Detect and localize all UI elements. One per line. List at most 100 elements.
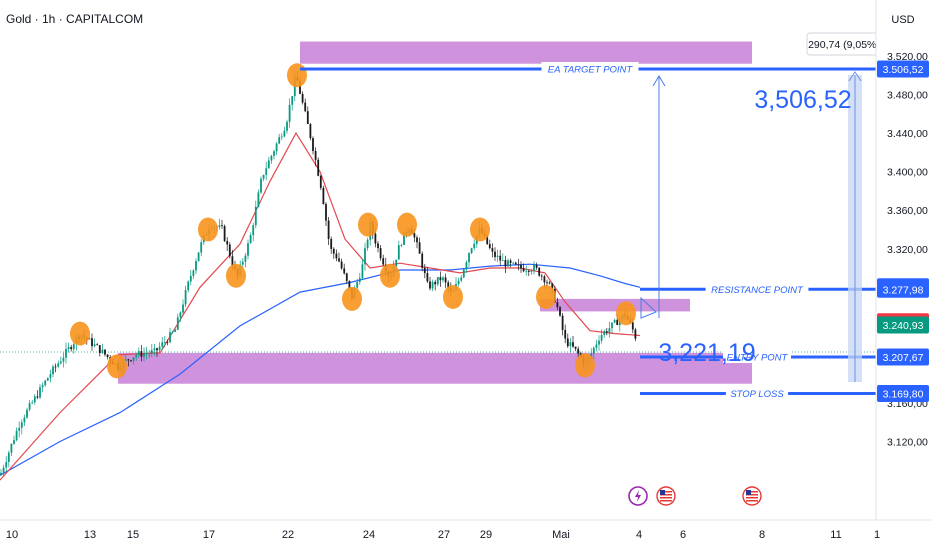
y-tick-label: 3.320,00: [887, 244, 928, 256]
candle-body: [163, 341, 166, 343]
candle-body: [631, 322, 634, 330]
candle-body: [130, 360, 132, 362]
candle-body: [70, 347, 73, 350]
candle-body: [275, 143, 278, 152]
candle-body: [15, 430, 18, 441]
candle-body: [200, 242, 203, 253]
candle-body: [31, 402, 34, 404]
candle-body: [569, 342, 572, 347]
swing-marker: [470, 217, 490, 242]
candle-body: [249, 235, 252, 244]
top-zone: [300, 41, 752, 64]
candle-body: [332, 248, 335, 254]
candle-body: [325, 204, 327, 221]
candle-body: [600, 334, 603, 341]
candle-body: [444, 277, 447, 283]
sma-line: [0, 263, 641, 476]
candle-body: [288, 104, 291, 122]
level-label-bg: [723, 350, 791, 364]
currency-label[interactable]: USD: [891, 14, 914, 26]
x-axis-ticks: 10 13 15 17 22 24 27 29 Mai 4 6 8 11 1: [6, 529, 880, 541]
flag-stripe: [746, 497, 758, 499]
flag-stripe: [746, 491, 758, 493]
candle-body: [158, 346, 161, 351]
candle-body: [494, 251, 496, 257]
price-tag-label: 3.506,52: [883, 64, 924, 76]
candle-body: [364, 248, 366, 265]
price-axis-panel[interactable]: [876, 0, 932, 550]
level-label: RESISTANCE POINT: [711, 285, 804, 296]
candle-body: [330, 238, 333, 249]
candle-body: [512, 262, 515, 264]
candle-body: [548, 282, 551, 284]
candle-body: [442, 277, 444, 281]
x-tick-label: Mai: [552, 529, 570, 541]
candle-body: [447, 282, 450, 288]
candle-body: [543, 276, 546, 283]
candle-body: [382, 258, 385, 265]
candle-body: [595, 344, 598, 348]
candle-body: [192, 270, 195, 276]
candle-body: [59, 361, 62, 364]
candle-body: [366, 239, 369, 249]
us-flag-icon[interactable]: [742, 486, 762, 506]
swing-marker: [358, 212, 378, 237]
x-tick-label: 27: [438, 529, 450, 541]
candle-body: [127, 359, 130, 361]
candle-body: [132, 357, 135, 361]
candle-body: [322, 187, 325, 205]
candle-body: [460, 277, 463, 281]
candle-body: [72, 344, 75, 350]
candle-body: [439, 277, 442, 281]
candle-body: [525, 270, 528, 272]
candle-body: [605, 331, 608, 333]
flag-stripe: [746, 494, 758, 496]
candle-body: [309, 123, 312, 139]
ema-line: [0, 131, 641, 481]
resistance-zone: [540, 298, 690, 312]
candle-body: [566, 338, 569, 347]
candle-body: [590, 353, 593, 358]
candle-body: [496, 255, 499, 257]
candle-body: [33, 396, 36, 403]
candle-body: [374, 233, 377, 244]
y-tick-label: 3.400,00: [887, 167, 928, 179]
candle-body: [67, 347, 70, 349]
y-tick-label: 3.520,00: [887, 51, 928, 63]
levels-layer: EA TARGET POINT RESISTANCE POINT ENTRY PON…: [300, 61, 876, 400]
candle-body: [0, 472, 2, 476]
candle-body: [179, 312, 182, 318]
candle-body: [434, 281, 437, 285]
candle-body: [546, 282, 548, 284]
candle-body: [395, 259, 398, 267]
candle-body: [13, 440, 15, 444]
candle-body: [41, 385, 44, 388]
swing-marker: [397, 212, 417, 237]
flag-stripe: [660, 491, 672, 493]
candle-body: [18, 427, 21, 431]
swing-marker: [342, 286, 362, 311]
candle-body: [400, 244, 403, 246]
candle-body: [522, 268, 525, 272]
candle-body: [559, 307, 561, 316]
candle-body: [377, 243, 379, 249]
candle-body: [616, 319, 619, 325]
candle-body: [338, 258, 340, 262]
us-flag-icon[interactable]: [656, 486, 676, 506]
candle-body: [418, 242, 421, 254]
price-tag: [877, 385, 929, 403]
candle-body: [39, 387, 41, 398]
candle-body: [104, 349, 106, 355]
candle-body: [244, 255, 247, 262]
y-tick-label: 3.480,00: [887, 90, 928, 102]
x-tick-label: 1: [874, 529, 880, 541]
candle-body: [319, 175, 322, 188]
swing-marker: [616, 301, 636, 326]
candle-body: [247, 243, 249, 256]
candle-body: [312, 138, 314, 151]
swing-marker: [380, 263, 400, 288]
candle-body: [218, 225, 221, 228]
candle-body: [397, 245, 400, 260]
